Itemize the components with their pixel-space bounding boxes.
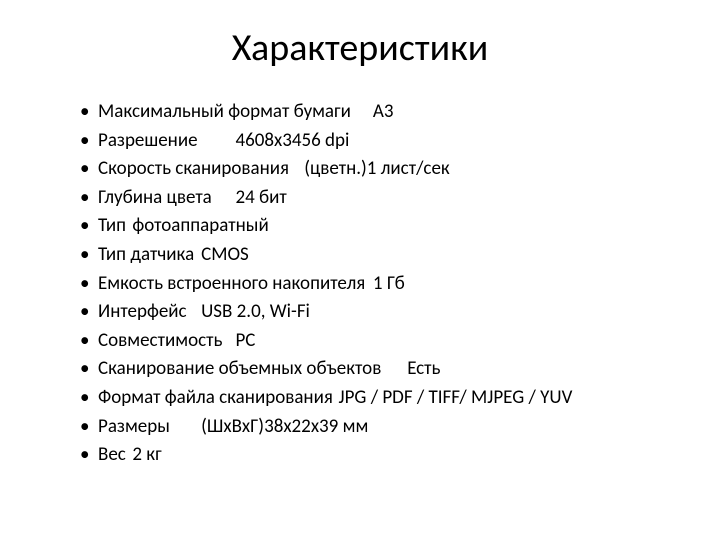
- spec-text: Максимальный формат бумаги A3: [98, 100, 394, 123]
- spec-text: Размеры (ШхВхГ)38х22х39 мм: [98, 415, 368, 438]
- list-item: Разрешение 4608х3456 dpi: [80, 128, 660, 155]
- spec-text: Емкость встроенного накопителя 1 Гб: [98, 272, 405, 295]
- spec-text: Скорость сканирования (цветн.)1 лист/сек: [98, 157, 450, 180]
- list-item: Тип датчика CMOS: [80, 242, 660, 269]
- list-item: Интерфейс USB 2.0, Wi-Fi: [80, 299, 660, 326]
- list-item: Глубина цвета 24 бит: [80, 185, 660, 212]
- list-item: Емкость встроенного накопителя 1 Гб: [80, 271, 660, 298]
- spec-text: Глубина цвета 24 бит: [98, 186, 287, 209]
- page-title: Характеристики: [60, 25, 660, 71]
- list-item: Сканирование объемных объектов Есть: [80, 356, 660, 383]
- spec-text: Совместимость PC: [98, 329, 255, 352]
- spec-text: Тип фотоаппаратный: [98, 214, 269, 237]
- spec-text: Разрешение 4608х3456 dpi: [98, 129, 349, 152]
- spec-text: Тип датчика CMOS: [98, 243, 249, 266]
- list-item: Скорость сканирования (цветн.)1 лист/сек: [80, 156, 660, 183]
- list-item: Максимальный формат бумаги A3: [80, 99, 660, 126]
- spec-text: Формат файла сканирования JPG / PDF / TI…: [98, 386, 572, 409]
- specs-list: Максимальный формат бумаги A3 Разрешение…: [60, 99, 660, 469]
- list-item: Тип фотоаппаратный: [80, 213, 660, 240]
- list-item: Совместимость PC: [80, 328, 660, 355]
- list-item: Формат файла сканирования JPG / PDF / TI…: [80, 385, 660, 412]
- spec-text: Сканирование объемных объектов Есть: [98, 357, 440, 380]
- spec-text: Интерфейс USB 2.0, Wi-Fi: [98, 300, 310, 323]
- list-item: Размеры (ШхВхГ)38х22х39 мм: [80, 414, 660, 441]
- spec-text: Вес 2 кг: [98, 443, 162, 466]
- list-item: Вес 2 кг: [80, 442, 660, 469]
- slide-container: Характеристики Максимальный формат бумаг…: [0, 0, 720, 491]
